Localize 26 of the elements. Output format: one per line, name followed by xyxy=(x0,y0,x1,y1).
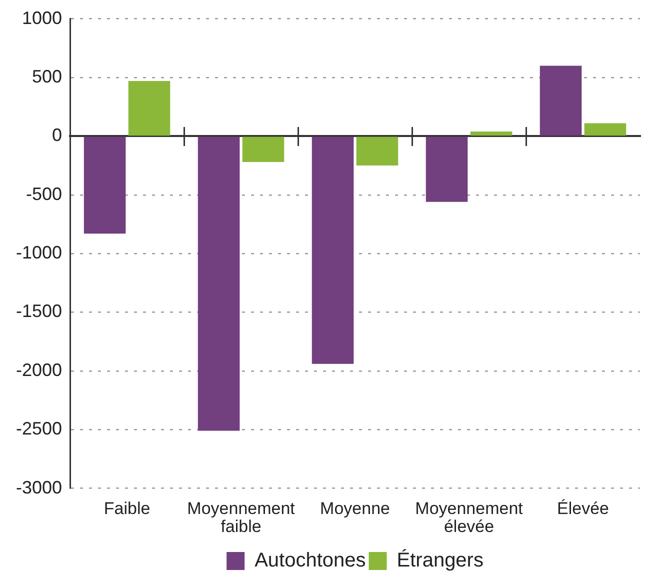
y-tick-label: 500 xyxy=(32,66,62,86)
y-tick-label: 1000 xyxy=(22,8,62,28)
y-tick-label: -1000 xyxy=(16,242,62,263)
bar xyxy=(242,136,284,162)
y-tick-label: -2000 xyxy=(16,360,62,380)
bar xyxy=(470,131,512,136)
bar xyxy=(584,123,626,136)
legend-label: Étrangers xyxy=(396,548,484,572)
y-tick-label: 0 xyxy=(52,125,62,146)
x-tick-label: Élevée xyxy=(557,498,609,518)
y-tick-label: -1500 xyxy=(16,301,62,322)
bar xyxy=(198,136,240,431)
bar xyxy=(356,136,398,166)
legend-label: Autochtones xyxy=(254,550,366,572)
x-tick-label: Moyenne xyxy=(320,498,390,518)
bar xyxy=(128,81,170,136)
x-tick-label: Moyennement élevée xyxy=(415,498,524,536)
y-tick-label: -500 xyxy=(26,184,62,204)
y-tick-label: -2500 xyxy=(16,418,62,439)
bar xyxy=(84,136,126,234)
y-tick-label: -3000 xyxy=(16,477,62,498)
bar xyxy=(540,66,582,136)
x-tick-label: Moyennement faible xyxy=(187,498,296,536)
bar xyxy=(426,136,468,202)
bar xyxy=(312,136,354,364)
x-tick-label: Faible xyxy=(104,498,150,518)
